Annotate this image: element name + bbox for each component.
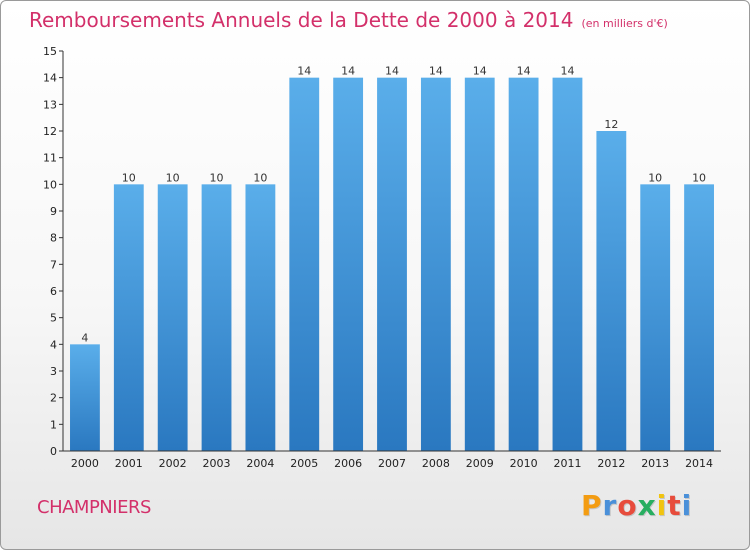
bar [596,131,627,451]
bar [377,77,407,452]
bar-value-label: 10 [166,171,180,184]
bar [113,184,144,452]
logo-letter: t [667,489,682,522]
bar-value-label: 14 [560,65,574,78]
y-tick-label: 0 [50,445,57,458]
logo-letter: x [637,489,657,522]
y-tick-label: 9 [50,205,57,218]
x-tick-label: 2006 [334,457,362,470]
proxiti-logo: Proxiti [581,489,692,522]
commune-name: CHAMPNIERS [37,497,151,518]
bar-value-label: 10 [253,171,267,184]
x-tick-label: 2010 [510,457,538,470]
bar [157,184,188,452]
logo-letter: P [581,489,603,522]
bar-value-label: 10 [648,171,662,184]
x-tick-label: 2004 [246,457,274,470]
x-tick-label: 2013 [641,457,669,470]
bar-value-label: 10 [210,171,224,184]
y-tick-label: 1 [50,418,57,431]
x-tick-label: 2007 [378,457,406,470]
bar-value-label: 10 [122,171,136,184]
chart-title: Remboursements Annuels de la Dette de 20… [29,8,668,32]
chart-title-unit: (en milliers d'€) [581,17,668,30]
x-tick-label: 2014 [685,457,713,470]
y-tick-label: 3 [50,365,57,378]
bar [289,77,320,452]
bar [333,77,364,452]
y-tick-label: 11 [43,152,57,165]
x-tick-label: 2001 [115,457,143,470]
y-tick-label: 7 [50,258,57,271]
x-axis: 2000 2001 2002 2003 2004 2005 2006 2007 2008 2009… [63,450,721,470]
bar [552,77,583,452]
bar-value-label: 10 [692,171,706,184]
bar [420,77,451,452]
y-tick-label: 4 [50,338,57,351]
y-tick-label: 15 [43,45,57,58]
logo-letter: i [681,489,693,522]
y-tick-label: 10 [43,178,57,191]
bar-value-label: 14 [385,65,399,78]
bar [684,184,714,452]
bar [201,184,232,452]
bars-group: 4 10 10 10 10 14 14 14 14 14 14 14 12 10 10 [70,65,714,452]
bar [640,184,671,452]
bar [70,344,100,451]
x-tick-label: 2008 [422,457,450,470]
x-tick-label: 2003 [203,457,231,470]
y-tick-label: 13 [43,98,57,111]
x-tick-label: 2005 [290,457,318,470]
logo-letter: o [617,489,638,522]
x-tick-label: 2000 [71,457,99,470]
bar-value-label: 14 [429,65,443,78]
bar-value-label: 14 [517,65,531,78]
y-tick-label: 8 [50,232,57,245]
chart-title-main: Remboursements Annuels de la Dette de 20… [29,8,574,32]
y-tick-label: 14 [43,72,57,85]
bar [508,77,539,452]
bar-value-label: 14 [473,65,487,78]
x-tick-label: 2009 [466,457,494,470]
y-tick-label: 2 [50,392,57,405]
bar-value-label: 14 [297,65,311,78]
bar-value-label: 4 [81,331,88,344]
y-tick-label: 6 [50,285,57,298]
bar [245,184,276,452]
x-tick-label: 2002 [159,457,187,470]
x-tick-label: 2011 [553,457,581,470]
x-tick-label: 2012 [597,457,625,470]
y-tick-label: 12 [43,125,57,138]
logo-letter: r [602,489,618,522]
logo-letter: i [656,489,668,522]
y-tick-label: 5 [50,312,57,325]
bar-value-label: 14 [341,65,355,78]
bar-value-label: 12 [604,118,618,131]
bar [464,77,495,452]
